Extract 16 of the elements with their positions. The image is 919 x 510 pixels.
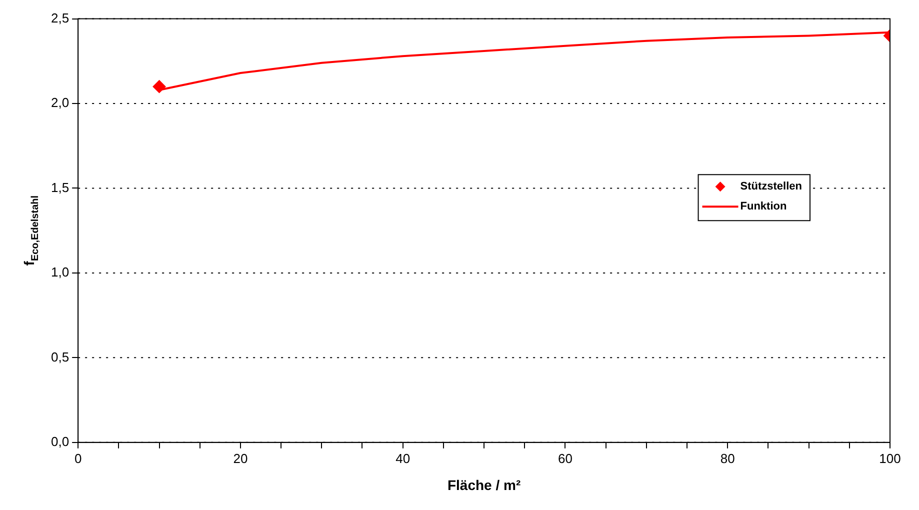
y-tick-label: 0,0 (50, 434, 70, 449)
y-tick-label: 2,0 (50, 95, 70, 110)
x-tick-label: 20 (233, 450, 248, 466)
y-tick-label: 1,5 (50, 180, 70, 195)
y-tick-label: 0,5 (50, 349, 70, 364)
x-tick-label: 80 (720, 450, 735, 466)
x-tick-label: 0 (74, 450, 82, 466)
x-axis-title: Fläche / m² (447, 476, 521, 493)
legend-label: Funktion (740, 200, 787, 213)
legend-label: Stützstellen (740, 180, 802, 193)
x-tick-label: 60 (558, 450, 572, 466)
x-tick-label: 100 (879, 450, 901, 466)
y-tick-label: 1,0 (50, 264, 70, 280)
y-tick-label: 2,5 (50, 10, 70, 26)
y-axis-title: fEco,Edelstahl (20, 195, 41, 266)
x-tick-label: 40 (396, 450, 410, 466)
